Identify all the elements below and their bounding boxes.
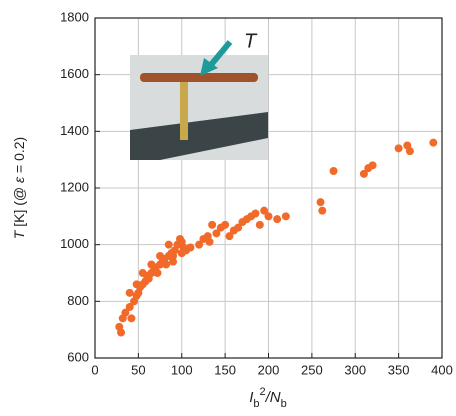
point <box>138 269 147 277</box>
point <box>264 212 273 221</box>
x-tick-label: 150 <box>214 362 236 377</box>
point <box>156 252 165 260</box>
photo-base <box>130 112 268 160</box>
y-label-part: [K] (@ <box>11 183 27 231</box>
x-tick-label: 50 <box>131 362 145 377</box>
y-tick-label: 1400 <box>60 123 89 138</box>
photo-rod <box>140 73 258 82</box>
x-tick-label: 100 <box>171 362 193 377</box>
inset-photo <box>130 40 268 160</box>
x-label-part: 2 <box>260 386 266 398</box>
x-tick-label: 250 <box>301 362 323 377</box>
y-tick-label: 1200 <box>60 179 89 194</box>
point <box>234 223 243 232</box>
point <box>273 215 282 224</box>
point <box>177 237 186 246</box>
point <box>329 167 338 175</box>
point <box>186 243 195 252</box>
point <box>164 240 173 249</box>
x-label-part: /N <box>265 389 281 406</box>
y-axis-label: T [K] (@ ε = 0.2) <box>11 137 27 239</box>
y-label-part: T <box>11 229 27 239</box>
point <box>260 206 269 215</box>
grid <box>94 17 443 359</box>
y-tick-label: 1600 <box>60 66 89 81</box>
point <box>153 269 162 277</box>
arrow-shaft <box>207 40 233 68</box>
point <box>117 328 126 337</box>
point <box>162 260 171 269</box>
annotation: T <box>244 30 258 52</box>
point <box>127 314 136 323</box>
photo-post <box>180 82 188 140</box>
plot-frame <box>94 17 443 359</box>
x-tick-label: 400 <box>431 362 453 377</box>
point <box>125 288 134 297</box>
x-label-part: b <box>281 398 287 410</box>
point <box>208 220 217 229</box>
point <box>195 240 204 249</box>
point <box>121 308 130 317</box>
point <box>359 169 368 178</box>
point <box>205 237 214 246</box>
x-label-part: I <box>249 389 253 406</box>
x-label-part: b <box>253 398 259 410</box>
point <box>281 212 290 221</box>
point <box>394 144 403 153</box>
y-label-part: ε <box>11 176 27 183</box>
point <box>147 260 156 269</box>
point <box>169 257 178 266</box>
point <box>221 220 230 229</box>
point <box>316 198 325 207</box>
y-tick-label: 1000 <box>60 236 89 251</box>
y-label-part: = 0.2) <box>11 137 27 177</box>
point <box>429 138 438 147</box>
point <box>225 232 234 241</box>
point <box>212 229 221 238</box>
y-tick-label: 600 <box>67 349 89 364</box>
point <box>255 220 264 229</box>
x-axis-label: Ib2/Nb <box>249 386 287 410</box>
point <box>132 280 141 289</box>
point <box>251 209 260 218</box>
x-tick-label: 300 <box>344 362 366 377</box>
point <box>318 206 327 215</box>
x-tick-label: 350 <box>388 362 410 377</box>
arrow-head <box>200 58 218 76</box>
y-tick-label: 800 <box>67 293 89 308</box>
x-tick-label: 200 <box>258 362 280 377</box>
point <box>405 147 414 156</box>
x-tick-label: 0 <box>91 362 98 377</box>
y-tick-label: 1800 <box>60 9 89 24</box>
point <box>368 161 377 170</box>
point <box>125 303 134 311</box>
